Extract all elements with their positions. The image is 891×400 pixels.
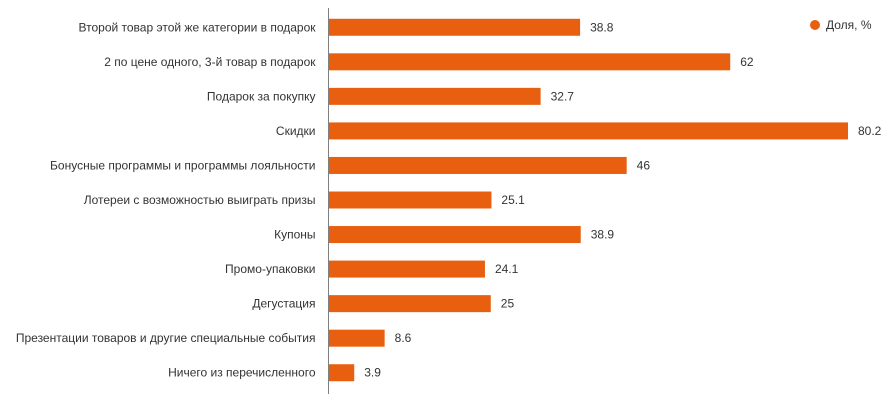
category-label: Дегустация (252, 297, 315, 311)
bar (329, 226, 581, 244)
category-label: Второй товар этой же категории в подарок (79, 20, 317, 34)
category-label: Подарок за покупку (207, 89, 316, 103)
value-labels: 38.8 62 32.7 80.2 46 25.1 38.9 24.1 25 8.6 3.9 (364, 20, 881, 379)
bar (329, 295, 491, 313)
bar (329, 87, 541, 105)
data-label: 25 (501, 297, 515, 311)
data-label: 3.9 (364, 366, 381, 380)
legend-label: Доля, % (826, 18, 872, 32)
category-label: Скидки (276, 124, 316, 138)
data-label: 46 (637, 158, 651, 172)
data-label: 38.9 (591, 228, 615, 242)
bar (329, 364, 355, 382)
data-label: 80.2 (858, 124, 882, 138)
data-label: 8.6 (395, 331, 412, 345)
data-label: 38.8 (590, 20, 614, 34)
bar (329, 122, 848, 140)
data-label: 62 (740, 55, 754, 69)
bars-layer (329, 18, 848, 382)
legend: Доля, % (810, 18, 872, 32)
data-label: 25.1 (501, 193, 525, 207)
bar (329, 156, 627, 174)
category-label: Лотереи с возможностью выиграть призы (84, 193, 316, 207)
bar (329, 260, 485, 278)
category-label: Презентации товаров и другие специальные… (16, 331, 316, 345)
data-label: 32.7 (551, 89, 575, 103)
category-labels: Второй товар этой же категории в подарок… (16, 20, 316, 379)
bar (329, 53, 731, 71)
bar (329, 329, 385, 347)
category-label: Ничего из перечисленного (168, 366, 316, 380)
category-label: Купоны (274, 228, 315, 242)
data-label: 24.1 (495, 262, 519, 276)
bar (329, 191, 492, 209)
category-label: 2 по цене одного, 3-й товар в подарок (104, 55, 316, 69)
legend-marker (810, 20, 820, 30)
category-label: Промо-упаковки (225, 262, 315, 276)
category-label: Бонусные программы и программы лояльност… (50, 158, 315, 172)
bar (329, 18, 581, 36)
